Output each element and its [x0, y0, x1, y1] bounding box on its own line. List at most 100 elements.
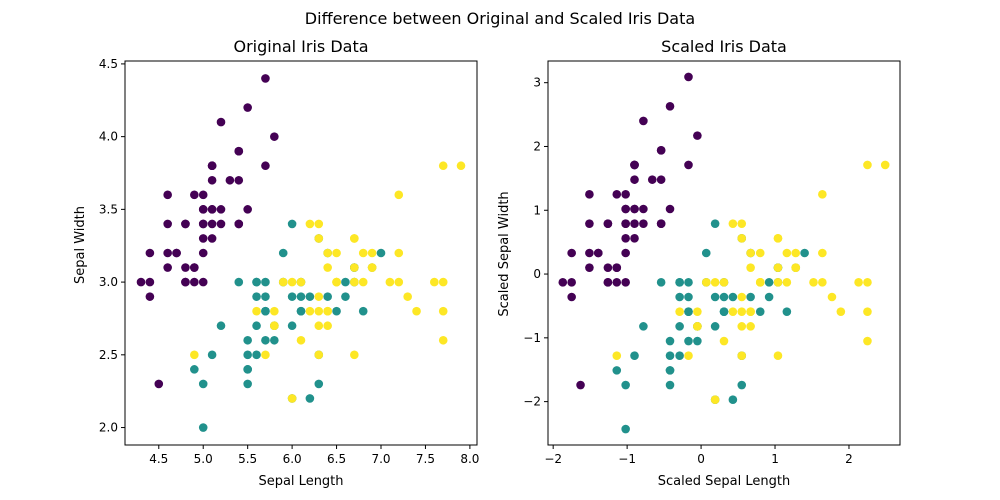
data-point-setosa-16: [656, 146, 666, 155]
data-point-virginica-5: [430, 277, 439, 287]
data-point-setosa-27: [639, 204, 648, 214]
data-point-virginica-36: [314, 219, 324, 229]
data-point-virginica-19: [287, 394, 297, 403]
data-point-setosa-49: [621, 234, 630, 243]
data-point-virginica-14: [693, 307, 702, 316]
data-point-virginica-43: [782, 248, 792, 258]
data-point-setosa-18: [684, 160, 693, 170]
data-point-virginica-29: [818, 278, 827, 287]
data-point-setosa-3: [585, 263, 594, 272]
data-point-virginica-38: [287, 277, 297, 287]
data-point-setosa-23: [630, 234, 639, 243]
data-point-setosa-28: [216, 219, 226, 229]
data-point-setosa-6: [163, 219, 172, 229]
data-point-setosa-29: [172, 248, 181, 258]
plot-title-scaled: Scaled Iris Data: [661, 37, 787, 56]
data-point-virginica-3: [737, 292, 747, 302]
data-point-versicolor-45: [684, 278, 693, 287]
data-point-versicolor-3: [243, 379, 252, 389]
data-point-setosa-18: [261, 161, 270, 171]
data-point-setosa-39: [207, 219, 217, 229]
data-point-setosa-30: [181, 263, 190, 272]
data-point-setosa-1: [612, 278, 622, 287]
data-point-virginica-18: [438, 335, 448, 345]
data-point-setosa-21: [207, 175, 217, 185]
data-point-versicolor-47: [728, 292, 738, 302]
data-point-virginica-33: [314, 306, 324, 316]
data-point-versicolor-35: [710, 219, 720, 228]
data-point-versicolor-33: [287, 321, 297, 331]
data-point-versicolor-10: [621, 424, 630, 434]
data-point-versicolor-18: [305, 394, 315, 403]
data-point-setosa-17: [630, 204, 639, 214]
data-point-versicolor-35: [287, 219, 297, 229]
x-tick-label-scaled: 0: [697, 452, 705, 466]
x-tick-label-original: 7.0: [371, 452, 390, 466]
data-point-versicolor-19: [675, 351, 684, 361]
data-point-setosa-3: [163, 263, 172, 272]
data-point-virginica-27: [296, 277, 306, 287]
plot-scaled: Scaled Iris Data Scaled Sepal Length Sca…: [497, 37, 901, 489]
data-point-setosa-21: [630, 175, 639, 184]
data-point-virginica-45: [350, 277, 359, 287]
y-tick-label-scaled: −2: [523, 395, 541, 409]
data-point-virginica-43: [358, 248, 368, 258]
data-point-versicolor-38: [252, 277, 261, 287]
data-point-setosa-33: [243, 103, 252, 112]
data-point-versicolor-46: [684, 292, 693, 302]
data-point-versicolor-34: [656, 278, 666, 287]
data-point-versicolor-7: [612, 366, 622, 375]
data-point-versicolor-31: [243, 365, 252, 374]
data-point-setosa-45: [181, 277, 190, 287]
data-point-virginica-46: [737, 351, 747, 361]
plot-title-original: Original Iris Data: [233, 37, 368, 56]
data-point-virginica-21: [675, 307, 684, 316]
data-point-virginica-41: [367, 263, 377, 272]
data-point-versicolor-8: [764, 292, 774, 302]
data-point-setosa-4: [198, 190, 208, 200]
data-point-versicolor-24: [746, 292, 755, 302]
y-tick-label-scaled: 2: [533, 139, 541, 153]
data-point-virginica-13: [684, 351, 693, 361]
data-point-virginica-6: [612, 351, 622, 361]
data-point-versicolor-14: [675, 292, 684, 302]
data-point-setosa-31: [656, 219, 666, 228]
figure-suptitle: Difference between Original and Scaled I…: [305, 9, 695, 28]
data-point-versicolor-25: [341, 277, 350, 287]
data-point-virginica-44: [773, 234, 783, 243]
data-point-virginica-2: [385, 277, 395, 287]
data-point-virginica-25: [818, 248, 827, 258]
x-axis-label-original: Sepal Length: [258, 474, 343, 489]
data-point-versicolor-23: [296, 306, 306, 316]
data-point-virginica-12: [358, 277, 368, 287]
data-point-setosa-14: [693, 131, 702, 140]
data-point-virginica-10: [332, 248, 341, 258]
data-point-versicolor-0: [800, 248, 809, 258]
data-point-setosa-26: [621, 219, 630, 228]
data-point-virginica-26: [728, 307, 738, 316]
data-point-versicolor-13: [719, 292, 729, 302]
data-point-setosa-47: [163, 248, 172, 258]
data-point-virginica-6: [190, 350, 199, 360]
y-tick-label-original: 2.5: [99, 348, 118, 362]
data-point-virginica-35: [438, 277, 448, 287]
data-point-setosa-31: [234, 219, 244, 229]
data-point-versicolor-23: [719, 307, 729, 316]
data-point-versicolor-40: [665, 336, 675, 346]
plot-original: Original Iris Data Sepal Length Sepal Wi…: [73, 37, 479, 489]
data-point-setosa-25: [621, 278, 630, 287]
y-tick-label-scaled: −1: [523, 331, 541, 345]
data-point-versicolor-43: [198, 379, 208, 389]
data-point-setosa-42: [145, 248, 155, 258]
data-point-versicolor-4: [755, 307, 765, 316]
data-point-versicolor-31: [665, 366, 675, 375]
data-point-versicolor-19: [252, 350, 261, 360]
data-point-virginica-37: [746, 263, 755, 272]
data-point-setosa-24: [603, 219, 613, 228]
data-point-versicolor-44: [675, 322, 684, 331]
data-point-virginica-17: [438, 161, 448, 171]
data-point-setosa-22: [163, 190, 172, 200]
data-point-virginica-47: [332, 277, 341, 287]
data-point-setosa-17: [207, 205, 217, 214]
x-tick-label-scaled: 2: [845, 452, 853, 466]
